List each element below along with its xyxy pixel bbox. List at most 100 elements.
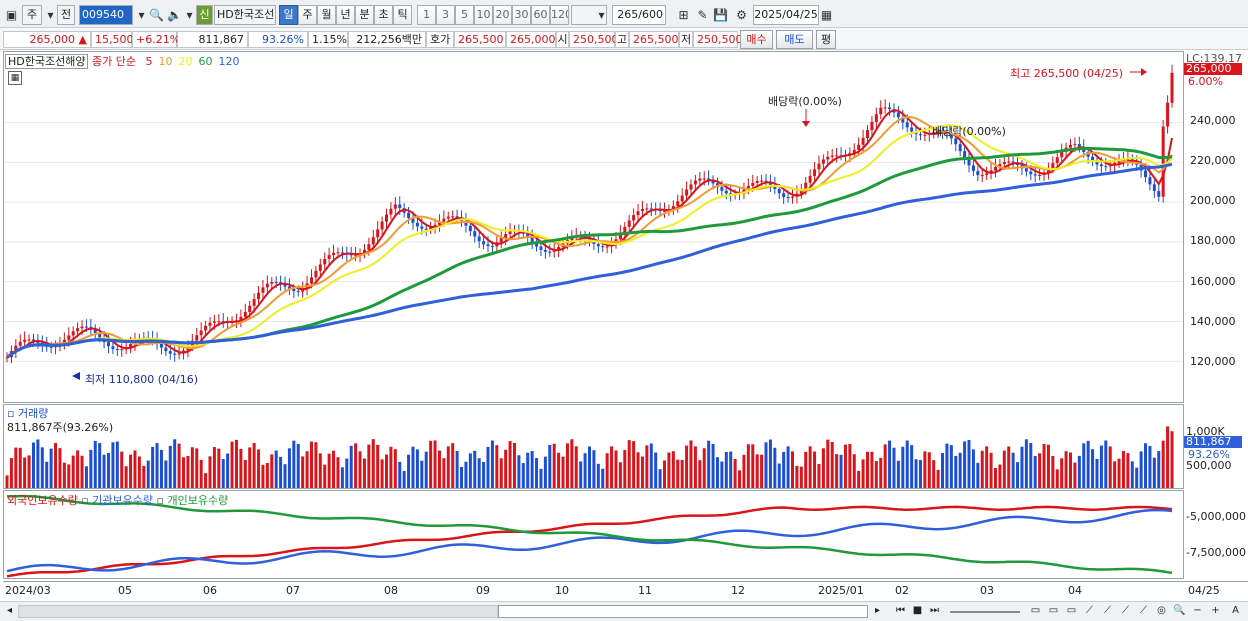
speaker-dropdown-icon[interactable]: ▾ [186, 8, 193, 22]
candle-body [1073, 144, 1077, 146]
interval-dropdown-icon[interactable]: ▾ [598, 8, 605, 22]
volume-bar [133, 450, 137, 488]
zoom-search-icon[interactable]: 🔍 [1173, 605, 1186, 616]
interval-button-60[interactable]: 60 [531, 5, 550, 25]
candle-body [508, 231, 512, 235]
stock-chart[interactable] [0, 51, 1248, 601]
price-y-tick: 140,000 [1190, 315, 1236, 328]
first-page-icon[interactable]: ⏮ [896, 605, 905, 616]
candle-body [676, 201, 680, 207]
search-icon[interactable]: 🔍 [149, 8, 164, 22]
evaluate-button[interactable]: 평 [816, 30, 836, 49]
interval-button-1[interactable]: 1 [417, 5, 436, 25]
interval-button-20[interactable]: 20 [493, 5, 512, 25]
layout-icon-3[interactable]: ▭ [1066, 605, 1077, 616]
layout-icon-1[interactable]: ▭ [1030, 605, 1041, 616]
layout-icon-2[interactable]: ▭ [1048, 605, 1059, 616]
candle-body [711, 180, 715, 184]
candle-body [640, 208, 644, 212]
candle-body [433, 224, 437, 228]
volume-bar [243, 459, 247, 488]
scroll-left-icon[interactable]: ◂ [6, 605, 13, 616]
interval-button-10[interactable]: 10 [474, 5, 493, 25]
scroll-thumb[interactable] [498, 605, 868, 618]
ma-period-20: 20 [178, 55, 193, 68]
auto-scale-icon[interactable]: A [1232, 605, 1239, 616]
volume-bar [738, 470, 742, 488]
volume-bar [49, 448, 53, 488]
period-tab-4[interactable]: 분 [355, 5, 374, 25]
volume-bar [76, 450, 80, 488]
speaker-icon[interactable]: 🔈 [167, 8, 182, 22]
chart-tool-icon[interactable]: ⊞ [678, 8, 689, 22]
candle-body [208, 322, 212, 326]
sell-button[interactable]: 매도 [776, 30, 813, 49]
volume-bar [932, 460, 936, 488]
next-page-icon[interactable]: ⏭ [930, 605, 939, 616]
bid-price: 265,000 [506, 31, 556, 48]
calendar-icon[interactable]: ▦ [820, 8, 833, 22]
candle-body [23, 339, 27, 342]
bottom-scrollbar[interactable]: ◂ ▸ ⏮ ■ ⏭ ▭ ▭ ▭ ⟋ ⟋ ⟋ ⟋ ◎ 🔍 − + A [0, 601, 1248, 621]
volume-bar [1069, 452, 1073, 488]
candle-body [499, 237, 503, 243]
volume-bar [892, 447, 896, 488]
volume-bar [799, 466, 803, 488]
gear-icon[interactable]: ⚙ [736, 8, 747, 22]
period-tab-3[interactable]: 년 [336, 5, 355, 25]
candle-body [976, 171, 980, 176]
stock-code-input[interactable]: 009540 [79, 5, 133, 25]
candle-body [742, 189, 746, 193]
stock-name-field[interactable]: HD한국조선 [214, 5, 276, 25]
trend-tool-icon-2[interactable]: ⟋ [1104, 605, 1111, 616]
date-field[interactable]: 2025/04/25 [753, 5, 819, 25]
zoom-out-icon[interactable]: − [1193, 605, 1202, 616]
count-input[interactable]: 265/600 [612, 5, 666, 25]
screenshot-icon[interactable]: ◎ [1157, 605, 1166, 616]
zoom-slider[interactable] [950, 611, 1020, 613]
save-icon[interactable]: 💾 [713, 8, 728, 22]
zoom-in-icon[interactable]: + [1211, 605, 1220, 616]
period-tab-0[interactable]: 일 [279, 5, 298, 25]
code-dropdown-icon[interactable]: ▾ [138, 8, 145, 22]
scroll-right-icon[interactable]: ▸ [874, 605, 881, 616]
candle-body [49, 346, 53, 348]
period-tab-6[interactable]: 틱 [393, 5, 412, 25]
volume-bar [574, 446, 578, 488]
interval-button-5[interactable]: 5 [455, 5, 474, 25]
volume-bar [914, 459, 918, 488]
chart-area[interactable]: HD한국조선해양 종가 단순 5 10 20 60 120 ▦ 최고 265,500 (… [0, 51, 1248, 601]
volume-bar [58, 448, 62, 488]
window-icon[interactable]: ▣ [5, 8, 18, 22]
volume-bar [826, 439, 830, 488]
interval-button-120[interactable]: 120 [550, 5, 569, 25]
volume-bar [543, 456, 547, 488]
volume-bar [715, 457, 719, 488]
trend-tool-icon-3[interactable]: ⟋ [1122, 605, 1129, 616]
trend-tool-icon-1[interactable]: ⟋ [1086, 605, 1093, 616]
interval-button-3[interactable]: 3 [436, 5, 455, 25]
dropdown-arrow-icon[interactable]: ▾ [47, 8, 54, 22]
draw-tool-icon[interactable]: ✎ [697, 8, 708, 22]
period-type-select[interactable]: 주 [22, 5, 42, 25]
prev-button[interactable]: 전 [57, 5, 75, 25]
interval-custom-input[interactable] [571, 5, 607, 25]
candle-body [905, 122, 909, 128]
low-label: 저 [679, 31, 693, 48]
volume-bar [1135, 467, 1139, 488]
interval-button-30[interactable]: 30 [512, 5, 531, 25]
new-badge[interactable]: 신 [196, 5, 213, 25]
scroll-track[interactable] [18, 605, 498, 618]
trend-tool-icon-4[interactable]: ⟋ [1140, 605, 1147, 616]
period-tab-5[interactable]: 초 [374, 5, 393, 25]
grid-toggle-icon[interactable]: ▦ [8, 71, 22, 85]
volume-bar [896, 460, 900, 488]
period-tab-1[interactable]: 주 [298, 5, 317, 25]
candle-body [645, 208, 649, 210]
buy-button[interactable]: 매수 [740, 30, 773, 49]
stop-icon[interactable]: ■ [912, 605, 923, 616]
volume-bar [517, 455, 521, 488]
period-tab-2[interactable]: 월 [317, 5, 336, 25]
candle-body [98, 332, 102, 338]
